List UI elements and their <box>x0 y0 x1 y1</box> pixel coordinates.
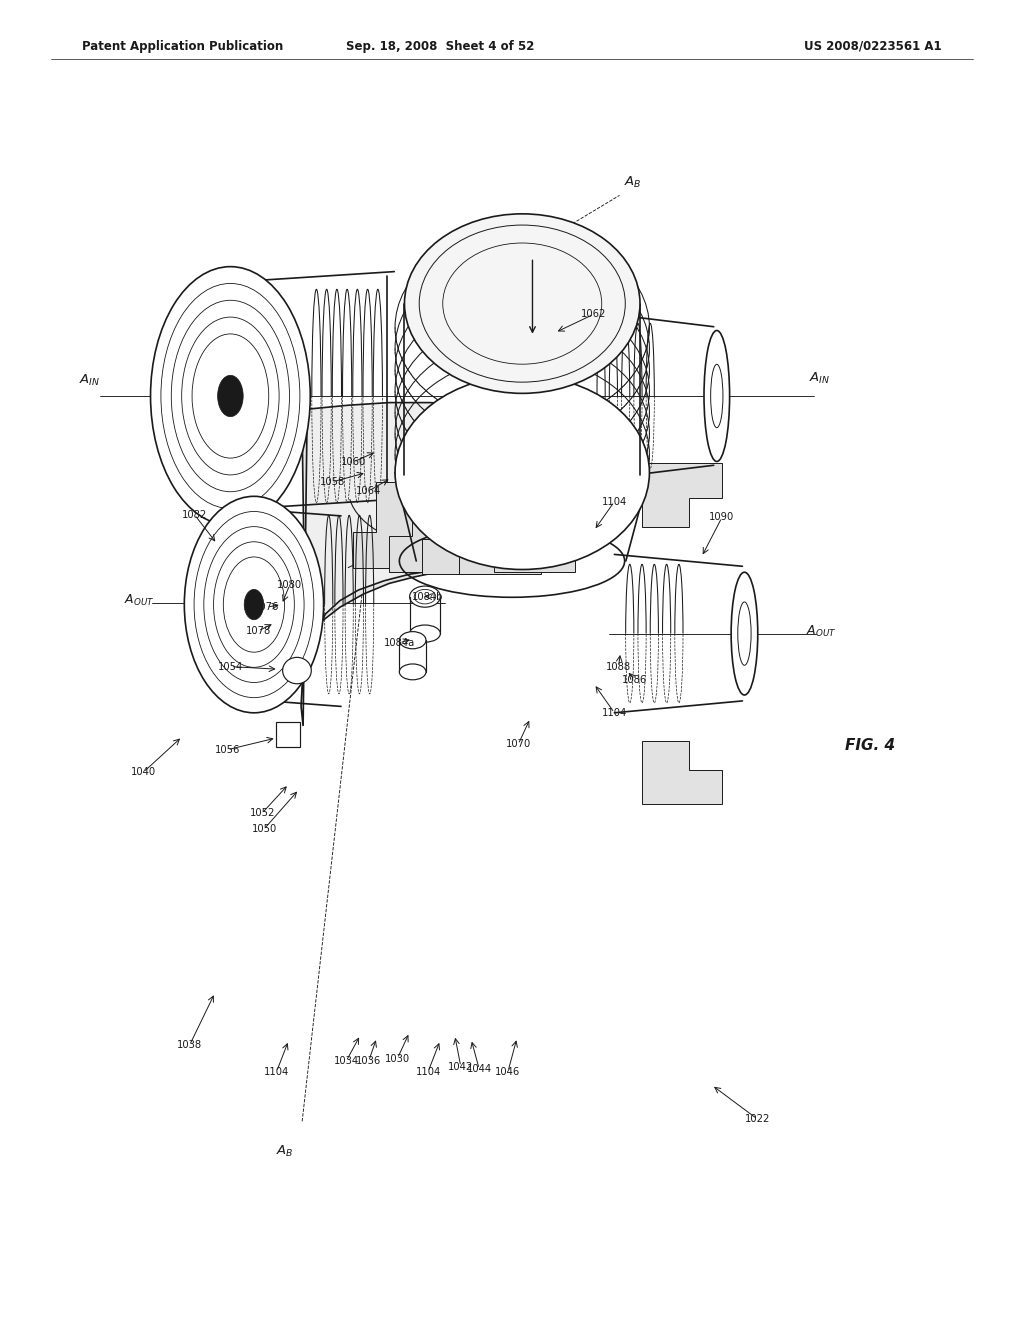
Text: 1056: 1056 <box>215 744 240 755</box>
Text: 1064: 1064 <box>356 486 381 496</box>
Text: 1058: 1058 <box>321 477 345 487</box>
Text: 1054: 1054 <box>218 661 243 672</box>
Text: 1046: 1046 <box>496 1067 520 1077</box>
Polygon shape <box>389 486 471 572</box>
Text: 1036: 1036 <box>356 1056 381 1067</box>
Text: $A_{OUT}$: $A_{OUT}$ <box>124 593 155 609</box>
Text: Sep. 18, 2008  Sheet 4 of 52: Sep. 18, 2008 Sheet 4 of 52 <box>346 40 535 53</box>
Text: 1076: 1076 <box>254 602 279 612</box>
Ellipse shape <box>404 214 640 393</box>
Text: 1090: 1090 <box>710 512 734 523</box>
Text: 1040: 1040 <box>131 767 156 777</box>
Text: 1084b: 1084b <box>413 591 443 602</box>
Polygon shape <box>302 420 604 640</box>
Polygon shape <box>459 488 541 574</box>
Text: 1086: 1086 <box>623 675 647 685</box>
Text: 1052: 1052 <box>250 808 274 818</box>
Ellipse shape <box>410 626 440 643</box>
Text: $A_B$: $A_B$ <box>624 174 642 190</box>
Ellipse shape <box>399 664 426 680</box>
Text: 1080: 1080 <box>278 579 302 590</box>
Text: 1104: 1104 <box>602 708 627 718</box>
Polygon shape <box>422 488 504 574</box>
Polygon shape <box>301 403 599 726</box>
Text: FIG. 4: FIG. 4 <box>845 738 895 754</box>
FancyBboxPatch shape <box>276 722 300 747</box>
Polygon shape <box>642 741 722 804</box>
Text: US 2008/0223561 A1: US 2008/0223561 A1 <box>805 40 942 53</box>
Text: 1082: 1082 <box>182 510 207 520</box>
Text: 1078: 1078 <box>246 626 270 636</box>
Ellipse shape <box>395 376 649 569</box>
Text: $A_{OUT}$: $A_{OUT}$ <box>806 623 837 639</box>
Text: Patent Application Publication: Patent Application Publication <box>82 40 284 53</box>
Polygon shape <box>642 463 722 527</box>
Ellipse shape <box>410 586 440 607</box>
Text: 1034: 1034 <box>334 1056 358 1067</box>
Polygon shape <box>494 486 575 572</box>
Text: 1044: 1044 <box>467 1064 492 1074</box>
Text: 1104: 1104 <box>264 1067 289 1077</box>
Text: 1088: 1088 <box>606 661 631 672</box>
Ellipse shape <box>705 330 729 462</box>
Ellipse shape <box>283 657 311 684</box>
Ellipse shape <box>151 267 310 525</box>
Text: 1104: 1104 <box>416 1067 440 1077</box>
Ellipse shape <box>218 375 243 417</box>
Text: 1022: 1022 <box>745 1114 770 1125</box>
Text: $A_{IN}$: $A_{IN}$ <box>809 371 829 387</box>
Text: 1070: 1070 <box>506 739 530 750</box>
Ellipse shape <box>399 631 426 648</box>
Ellipse shape <box>244 590 264 619</box>
Text: 1084a: 1084a <box>384 638 415 648</box>
Text: 1060: 1060 <box>341 457 366 467</box>
Text: 1038: 1038 <box>177 1040 202 1051</box>
Text: 1062: 1062 <box>582 309 606 319</box>
Text: 1050: 1050 <box>252 824 276 834</box>
Text: 1042: 1042 <box>449 1061 473 1072</box>
Ellipse shape <box>184 496 324 713</box>
Polygon shape <box>353 482 435 568</box>
Text: $A_{IN}$: $A_{IN}$ <box>79 372 99 388</box>
Text: $A_B$: $A_B$ <box>275 1143 294 1159</box>
Ellipse shape <box>731 573 758 694</box>
Text: 1104: 1104 <box>602 496 627 507</box>
Text: 1030: 1030 <box>385 1053 410 1064</box>
